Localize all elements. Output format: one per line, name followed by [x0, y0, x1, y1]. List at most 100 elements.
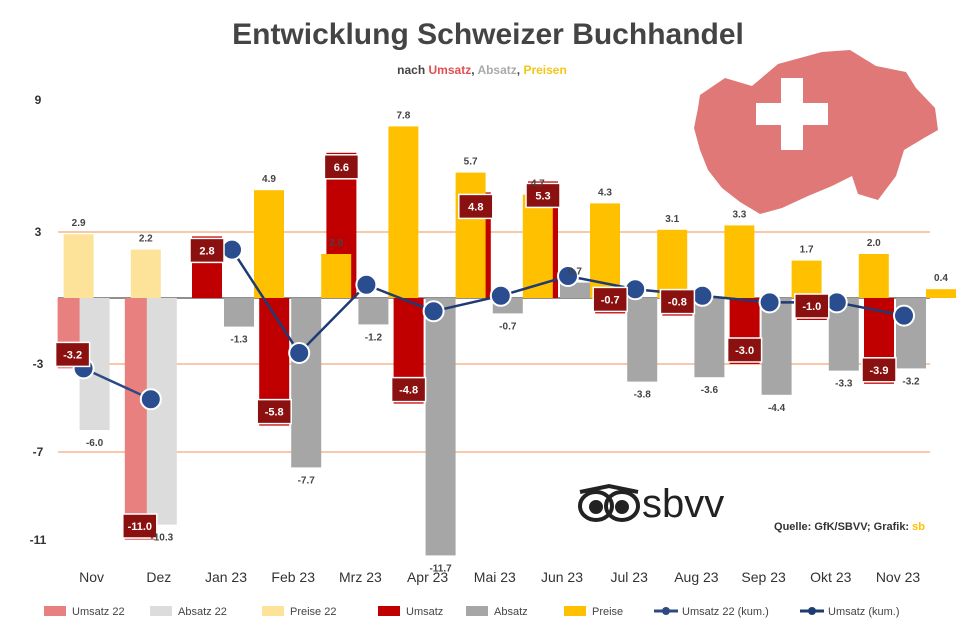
umsatz-label-box: [794, 293, 830, 319]
umsatz-label-box: [390, 376, 427, 403]
bar-data-label: -3.2: [63, 349, 82, 361]
bar-data-label: 4.8: [468, 201, 483, 213]
line-point: [288, 342, 311, 364]
chart-subtitle: nach Umsatz, Absatz, Preisen: [397, 63, 567, 77]
x-tick-label: Dez: [146, 569, 171, 585]
legend-swatch: [150, 606, 172, 616]
bar-absatz: [627, 298, 658, 382]
bar-data-label: 1.7: [800, 245, 814, 256]
bar-data-label: -0.8: [668, 297, 687, 309]
switzerland-map-icon: [694, 50, 938, 214]
bar-data-label: -1.2: [365, 332, 383, 343]
legend-label: Umsatz (kum.): [828, 606, 900, 618]
y-tick-label: -7: [33, 445, 44, 459]
bar-preise: [388, 126, 419, 299]
bar-data-label: 2.9: [72, 218, 86, 229]
bar-preise: [321, 254, 352, 298]
legend-swatch: [378, 606, 400, 616]
bar-preise: [858, 254, 889, 298]
bar-absatz: [291, 298, 322, 468]
line-point: [624, 278, 647, 301]
x-tick-label: Jul 23: [611, 569, 649, 585]
bar-data-label: -7.7: [298, 475, 316, 486]
line-point: [139, 388, 162, 411]
bar-absatz-22: [146, 298, 177, 525]
line-point: [489, 284, 512, 307]
bar-data-label: 2.8: [199, 245, 214, 257]
bar-preise-22: [63, 234, 94, 298]
bar-absatz: [358, 298, 389, 325]
bar-data-label: -5.8: [265, 407, 284, 419]
bar-absatz: [425, 298, 456, 556]
x-tick-label: Nov 23: [876, 569, 921, 585]
legend-swatch: [466, 606, 488, 616]
y-tick-label: -3: [33, 357, 44, 371]
line-point: [221, 238, 243, 261]
bar-data-label: -3.2: [902, 376, 920, 387]
bar-data-label: 4.3: [598, 187, 612, 198]
legend-swatch: [262, 606, 284, 616]
source-note: Quelle: GfK/SBVV; Grafik: sb: [774, 521, 925, 533]
x-tick-label: Apr 23: [407, 569, 448, 585]
legend-swatch: [564, 606, 586, 616]
bar-absatz: [224, 298, 254, 327]
legend-label: Preise 22: [290, 606, 336, 618]
line-point: [758, 291, 781, 314]
legend: Umsatz 22 Absatz 22 Preise 22 Umsatz Absatz P…: [44, 606, 900, 618]
umsatz-label-box: [256, 398, 292, 425]
bar-data-label: 0.4: [934, 273, 948, 284]
subtitle-part: Umsatz: [429, 63, 472, 77]
bar-data-label: -3.0: [735, 345, 754, 357]
chart-title: Entwicklung Schweizer Buchhandel: [232, 18, 744, 51]
x-axis: Nov Dez Jan 23 Feb 23 Mrz 23 Apr 23 Mai 23 Jun …: [79, 569, 920, 585]
bar-data-label: -11.0: [128, 521, 152, 533]
line-point: [557, 265, 579, 287]
bar-data-label: 0.7: [568, 267, 582, 278]
bar-data-label: -6.0: [86, 438, 104, 449]
cumulative-lines: [72, 238, 915, 411]
bar-data-label: -4.4: [768, 403, 786, 414]
source-text: Quelle: GfK/SBVV; Grafik:: [774, 521, 912, 533]
bar-data-label: -1.0: [802, 301, 821, 313]
bar-data-label: -0.7: [601, 294, 620, 306]
umsatz-label-box: [525, 182, 561, 209]
bar-data-label: -3.6: [701, 385, 719, 396]
legend-label: Umsatz: [406, 606, 443, 618]
x-tick-label: Mrz 23: [339, 569, 382, 585]
y-tick-label: 9: [35, 93, 42, 107]
bar-data-label: 3.3: [732, 209, 746, 220]
bar-data-label: 4.9: [262, 174, 276, 185]
subtitle-part: Preisen: [523, 63, 566, 77]
legend-swatch: [44, 606, 66, 616]
subtitle-part: ,: [517, 63, 524, 77]
umsatz-label-box: [122, 513, 158, 539]
bar-data-label: 5.7: [464, 157, 478, 168]
legend-label: Umsatz 22: [72, 606, 125, 618]
bar-labels: -3.2 -11.0 -6.0 -10.3 2.9 2.2 2.8 -5.8 6.6 -4.8 4.…: [54, 110, 948, 574]
bar-absatz: [694, 298, 725, 378]
x-tick-label: Jan 23: [205, 569, 247, 585]
bars: [57, 126, 956, 556]
bar-preise: [724, 225, 755, 298]
x-tick-label: Sep 23: [741, 569, 786, 585]
line-point: [422, 300, 445, 323]
logo-text: sbvv: [642, 482, 724, 526]
bar-data-label: -1.3: [230, 335, 248, 346]
bar-data-label: 2.0: [329, 238, 343, 249]
umsatz-label-box: [592, 286, 628, 313]
bar-data-label: -3.8: [634, 390, 652, 401]
subtitle-part: ,: [471, 63, 477, 77]
subtitle-prefix: nach: [397, 63, 428, 77]
subtitle-part: Absatz: [477, 63, 516, 77]
x-tick-label: Jun 23: [541, 569, 583, 585]
bar-preise-22: [130, 249, 161, 298]
x-tick-label: Okt 23: [810, 569, 851, 585]
y-tick-label: -11: [30, 533, 47, 547]
bar-data-label: -4.8: [399, 385, 418, 397]
bar-data-label: -10.3: [150, 533, 173, 544]
bar-data-label: 3.1: [665, 214, 679, 225]
bar-data-label: 4.7: [531, 179, 545, 190]
bar-data-label: -0.7: [499, 321, 517, 332]
bar-absatz: [761, 298, 792, 395]
bar-data-label: 2.0: [867, 238, 881, 249]
